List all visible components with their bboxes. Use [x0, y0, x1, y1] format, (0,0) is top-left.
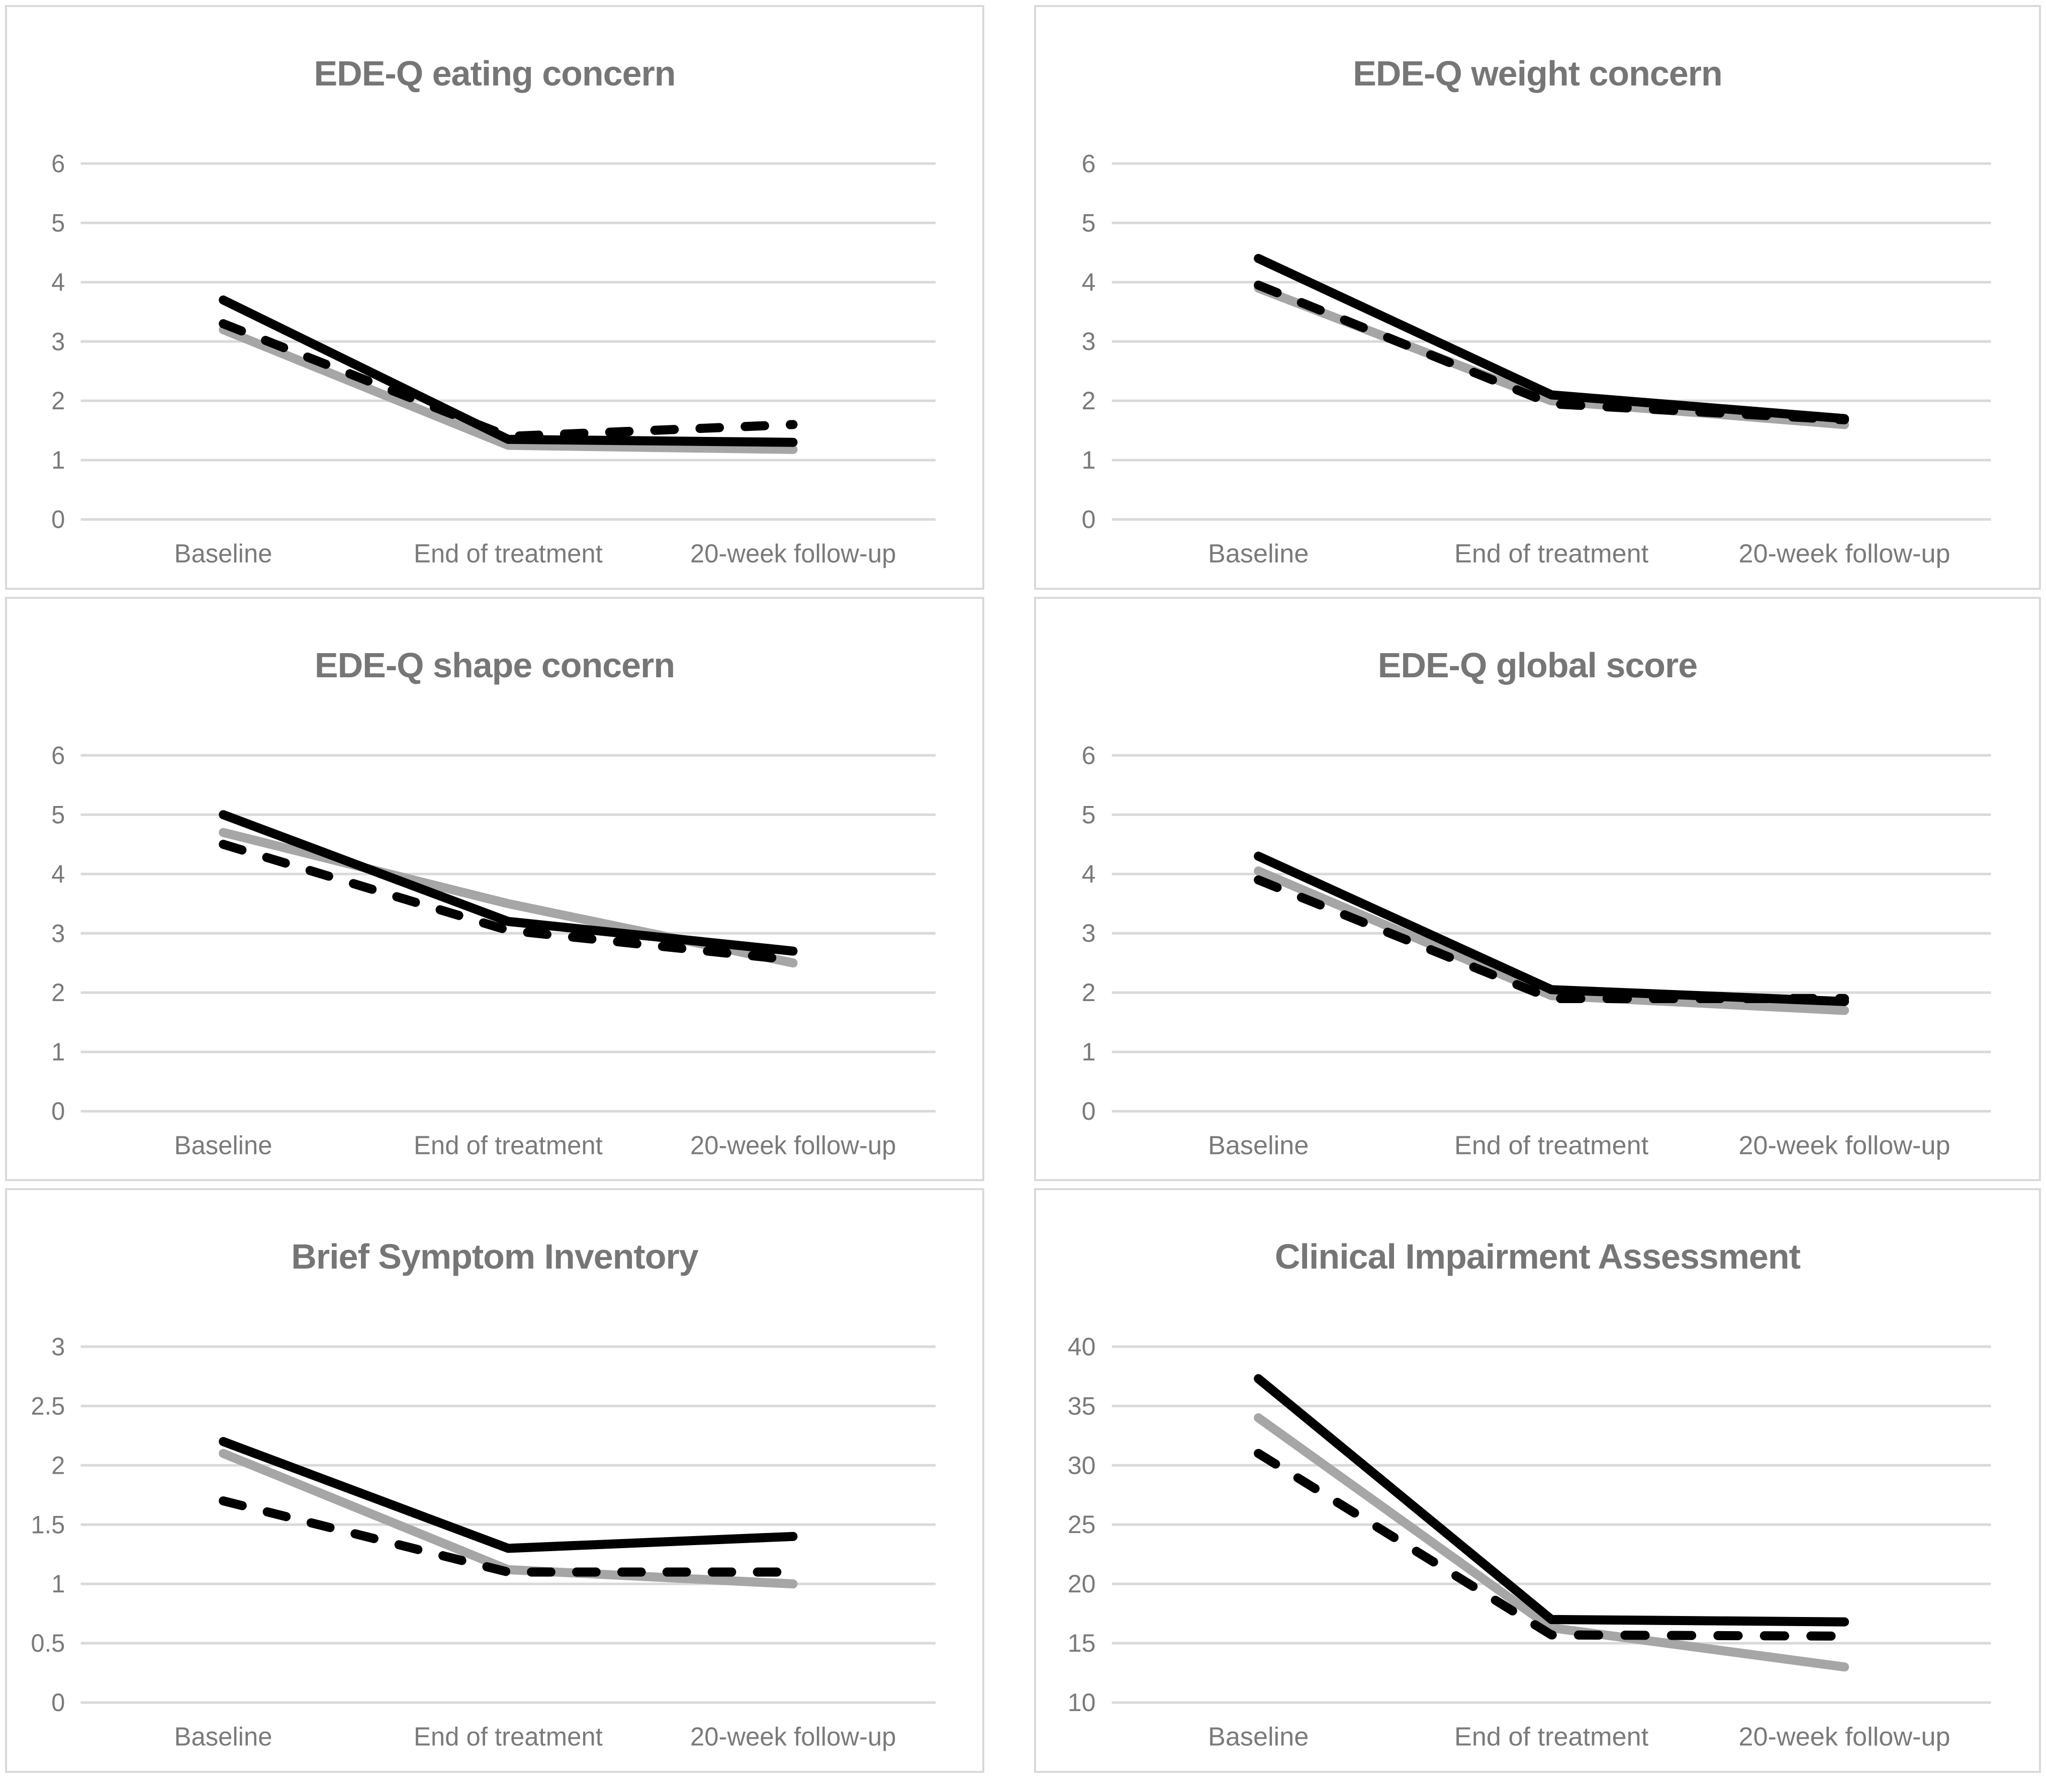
y-tick-label: 10 [1068, 1689, 1096, 1717]
y-tick-label: 2 [1082, 978, 1096, 1007]
y-tick-label: 1 [51, 1570, 65, 1598]
series-line-solid-black [1254, 1374, 1849, 1627]
chart-panel-edeq-weight-concern: EDE-Q weight concern 0 1 2 3 4 5 6 Baseline End … [1034, 5, 2041, 590]
x-axis-label: End of treatment [1454, 1723, 1649, 1752]
y-tick-label: 4 [1082, 860, 1096, 888]
x-axis-label: 20-week follow-up [690, 1722, 896, 1751]
chart-title: Brief Symptom Inventory [291, 1237, 698, 1277]
x-axis-label: 20-week follow-up [690, 1130, 896, 1159]
line-chart-clinical-impairment-assessment: 10 15 20 25 30 35 40 Baseline End of treatment 20… [1068, 1333, 1991, 1752]
series-line-solid-black [219, 810, 798, 956]
y-tick-label: 2.5 [31, 1392, 65, 1420]
chart-panel-edeq-shape-concern: EDE-Q shape concern 0 1 2 3 4 5 6 Baseline End o… [5, 596, 984, 1182]
x-axis-label: End of treatment [414, 1130, 603, 1159]
series-line-solid-black [1254, 851, 1849, 1006]
chart-title: EDE-Q shape concern [314, 645, 675, 685]
y-tick-label: 20 [1068, 1570, 1096, 1598]
y-tick-label: 0 [51, 506, 65, 534]
y-tick-label: 1 [51, 1038, 65, 1066]
x-axis-label: 20-week follow-up [1739, 1723, 1950, 1752]
chart-panel-edeq-global-score: EDE-Q global score 0 1 2 3 4 5 6 Baseline End of… [1034, 596, 2041, 1182]
chart-panel-edeq-eating-concern: EDE-Q eating concern 0 1 2 3 4 5 6 Baseline End … [5, 5, 984, 590]
y-tick-label: 25 [1068, 1511, 1096, 1539]
y-tick-label: 2 [51, 387, 65, 415]
chart-panel-brief-symptom-inventory: Brief Symptom Inventory 0 0.5 1 1.5 2 2.5 3 Bas… [5, 1188, 984, 1773]
y-tick-label: 40 [1068, 1333, 1096, 1361]
series-line-dashed-black [1254, 281, 1849, 424]
y-tick-label: 5 [51, 209, 65, 237]
y-tick-label: 5 [1082, 800, 1096, 829]
y-tick-label: 1 [1082, 446, 1096, 474]
chart-title: EDE-Q eating concern [314, 54, 676, 93]
y-tick-label: 4 [51, 860, 65, 888]
chart-title: Clinical Impairment Assessment [1274, 1237, 1801, 1277]
series-line-solid-gray [219, 325, 798, 454]
x-axis-label: 20-week follow-up [690, 539, 896, 568]
y-tick-label: 3 [51, 328, 65, 356]
series-line-dashed-black [219, 1496, 798, 1577]
chart-title: EDE-Q weight concern [1353, 54, 1723, 93]
x-axis-label: Baseline [1208, 1723, 1309, 1752]
y-tick-label: 3 [1082, 327, 1096, 355]
series-line-dashed-black [219, 839, 798, 964]
x-axis-label: Baseline [174, 539, 272, 568]
x-axis-label: Baseline [174, 1722, 272, 1751]
y-tick-label: 1.5 [31, 1511, 65, 1539]
y-tick-label: 0 [51, 1689, 65, 1717]
y-tick-label: 6 [51, 150, 65, 178]
chart-grid: EDE-Q eating concern 0 1 2 3 4 5 6 Baseline End … [5, 5, 2041, 1773]
y-tick-label: 35 [1068, 1392, 1096, 1420]
x-axis-label: 20-week follow-up [1739, 539, 1950, 568]
series-line-solid-gray [1254, 1413, 1849, 1672]
series-line-solid-black [219, 1437, 798, 1553]
y-tick-label: 1 [51, 446, 65, 475]
y-tick-label: 4 [1082, 268, 1096, 296]
y-tick-label: 2 [51, 978, 65, 1007]
y-tick-label: 6 [51, 741, 65, 769]
y-tick-label: 5 [1082, 209, 1096, 237]
series-line-dashed-black [1254, 875, 1849, 1003]
series-line-solid-black [219, 295, 798, 447]
y-tick-label: 0 [1082, 505, 1096, 533]
line-chart-edeq-weight-concern: 0 1 2 3 4 5 6 Baseline End of treatment 20-week f… [1082, 149, 1991, 568]
y-tick-label: 0 [1082, 1097, 1096, 1125]
series-line-dashed-black [219, 319, 798, 441]
x-axis-label: End of treatment [1454, 1131, 1649, 1160]
chart-title: EDE-Q global score [1377, 645, 1698, 685]
y-tick-label: 3 [51, 919, 65, 947]
y-tick-label: 2 [1082, 387, 1096, 415]
y-tick-label: 3 [1082, 919, 1096, 947]
y-tick-label: 15 [1068, 1630, 1096, 1658]
x-axis-label: 20-week follow-up [1739, 1131, 1950, 1160]
x-axis-label: Baseline [174, 1130, 272, 1159]
y-tick-label: 30 [1068, 1452, 1096, 1480]
y-tick-label: 0 [51, 1097, 65, 1125]
y-tick-label: 6 [1082, 741, 1096, 769]
x-axis-label: Baseline [1208, 1131, 1309, 1160]
series-line-dashed-black [1254, 1449, 1849, 1641]
line-chart-edeq-shape-concern: 0 1 2 3 4 5 6 Baseline End of treatment 20-week f… [51, 741, 936, 1159]
x-axis-label: End of treatment [1454, 539, 1649, 568]
y-tick-label: 4 [51, 268, 65, 297]
series-line-solid-gray [1254, 866, 1849, 1015]
x-axis-label: End of treatment [414, 539, 603, 568]
y-tick-label: 5 [51, 800, 65, 829]
series-line-solid-gray [1254, 283, 1849, 429]
y-tick-label: 3 [51, 1333, 65, 1361]
y-tick-label: 2 [51, 1452, 65, 1480]
x-axis-label: End of treatment [414, 1722, 603, 1751]
x-axis-label: Baseline [1208, 539, 1309, 568]
y-tick-label: 6 [1082, 149, 1096, 177]
chart-panel-clinical-impairment-assessment: Clinical Impairment Assessment 10 15 20 25 3… [1034, 1188, 2041, 1773]
y-tick-label: 1 [1082, 1038, 1096, 1066]
line-chart-edeq-eating-concern: 0 1 2 3 4 5 6 Baseline End of treatment 20-week f… [51, 150, 936, 568]
line-chart-edeq-global-score: 0 1 2 3 4 5 6 Baseline End of treatment 20-week f… [1082, 741, 1991, 1160]
line-chart-brief-symptom-inventory: 0 0.5 1 1.5 2 2.5 3 Baseline End of treatment 20-… [31, 1333, 936, 1751]
y-tick-label: 0.5 [31, 1630, 65, 1658]
